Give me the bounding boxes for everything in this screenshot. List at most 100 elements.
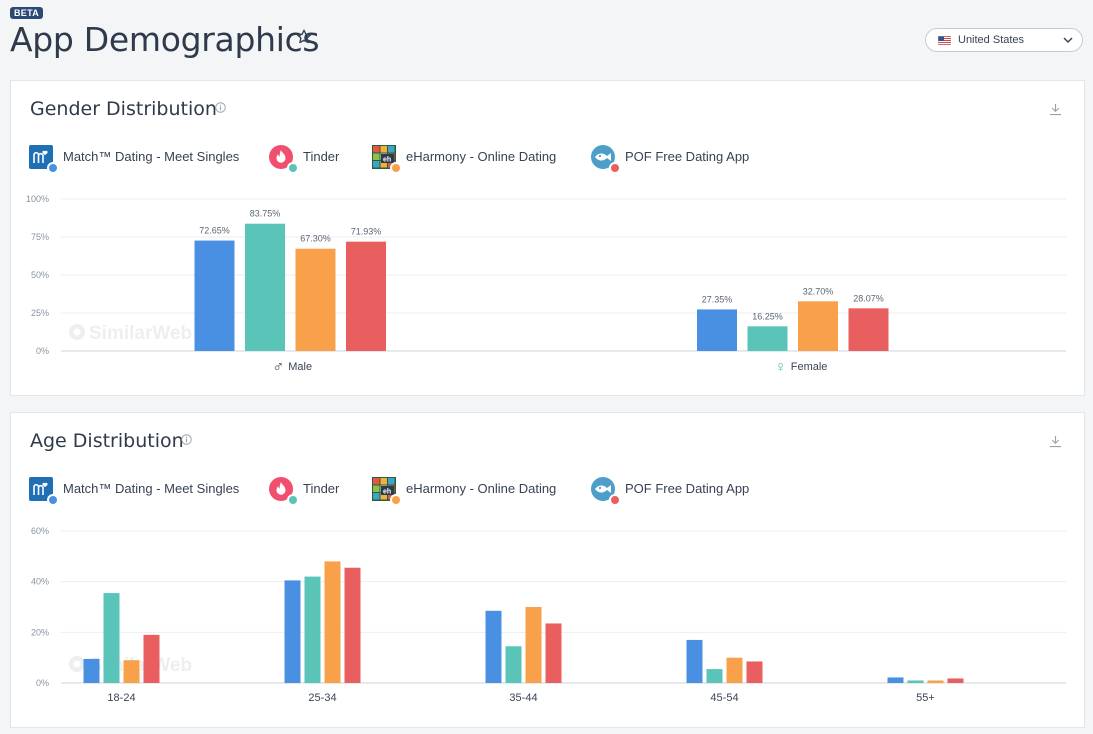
download-icon[interactable]	[1049, 103, 1062, 116]
country-label: United States	[958, 34, 1025, 46]
tinder-app-icon	[269, 477, 293, 501]
beta-badge: BETA	[10, 7, 44, 19]
bar[interactable]	[485, 610, 502, 683]
legend-label: Tinder	[303, 481, 340, 496]
legend-color-dot	[47, 162, 59, 174]
gender-distribution-card: Gender Distribution Match™ Dating - Meet…	[10, 80, 1085, 396]
legend-color-dot	[47, 494, 59, 506]
data-label: 67.30%	[300, 234, 331, 244]
bar[interactable]	[143, 634, 160, 683]
legend-color-dot	[287, 494, 299, 506]
data-label: 83.75%	[250, 209, 281, 219]
male-icon: ♂	[272, 359, 284, 371]
y-tick-label: 50%	[31, 270, 49, 280]
y-tick-label: 75%	[31, 232, 49, 242]
svg-text:45-54: 45-54	[710, 692, 738, 703]
data-label: 28.07%	[853, 293, 884, 303]
bar[interactable]	[706, 669, 723, 683]
age-card-title: Age Distribution	[30, 430, 184, 452]
legend-label: Match™ Dating - Meet Singles	[63, 481, 240, 496]
bar[interactable]	[726, 657, 743, 683]
chevron-down-icon	[1063, 37, 1073, 44]
download-icon[interactable]	[1049, 435, 1062, 448]
legend-color-dot	[390, 162, 402, 174]
star-icon[interactable]	[295, 28, 313, 46]
pof-app-icon	[591, 477, 615, 501]
svg-text:18-24: 18-24	[107, 692, 135, 703]
gender-chart: 0% 25% 50% 75% 100% SimilarWeb 72.65% 83.75% 67.…	[26, 194, 1066, 371]
bar[interactable]	[746, 661, 763, 683]
legend-label: POF Free Dating App	[625, 481, 750, 496]
gender-card-title: Gender Distribution	[30, 98, 217, 120]
legend-label: eHarmony - Online Dating	[406, 481, 557, 496]
bar[interactable]	[83, 658, 100, 683]
bar[interactable]	[848, 308, 889, 351]
svg-text:25-34: 25-34	[308, 692, 336, 703]
legend-color-dot	[609, 494, 621, 506]
y-tick-label: 25%	[31, 308, 49, 318]
svg-text:55+: 55+	[916, 692, 935, 703]
y-tick-label: 40%	[31, 577, 49, 587]
svg-text:SimilarWeb: SimilarWeb	[89, 323, 192, 344]
legend-color-dot	[287, 162, 299, 174]
bar[interactable]	[344, 567, 361, 683]
bar[interactable]	[194, 240, 235, 351]
age-legend: Match™ Dating - Meet Singles Tinder eh eHar…	[29, 475, 789, 506]
age-distribution-card: Age Distribution Match™ Dating - Meet Si…	[10, 412, 1085, 728]
bar[interactable]	[686, 639, 703, 683]
svg-text:Male: Male	[288, 361, 312, 371]
bar[interactable]	[697, 309, 737, 351]
svg-text:35-44: 35-44	[509, 692, 537, 703]
legend-label: Match™ Dating - Meet Singles	[63, 149, 240, 164]
svg-text:eh: eh	[383, 489, 391, 496]
x-tick-label: ♀ Female	[775, 359, 828, 371]
svg-text:Female: Female	[791, 361, 828, 371]
y-tick-label: 0%	[36, 678, 49, 688]
y-tick-label: 20%	[31, 627, 49, 637]
bar[interactable]	[927, 680, 944, 683]
bar[interactable]	[324, 561, 341, 683]
legend-label: Tinder	[303, 149, 340, 164]
legend-label: eHarmony - Online Dating	[406, 149, 557, 164]
bar[interactable]	[103, 593, 120, 683]
data-label: 16.25%	[752, 311, 783, 321]
bar[interactable]	[545, 623, 562, 683]
bar[interactable]	[525, 607, 542, 683]
pof-app-icon	[591, 145, 615, 169]
legend-color-dot	[390, 494, 402, 506]
bar[interactable]	[295, 248, 336, 351]
legend-color-dot	[609, 162, 621, 174]
similarweb-watermark: SimilarWeb	[69, 323, 192, 344]
bar[interactable]	[747, 326, 788, 351]
country-select[interactable]: United States	[925, 28, 1083, 52]
data-label: 32.70%	[803, 286, 834, 296]
x-tick-label: 35-44	[509, 692, 537, 703]
y-tick-label: 100%	[26, 194, 49, 204]
bar[interactable]	[887, 677, 904, 683]
bar[interactable]	[346, 241, 386, 351]
bar[interactable]	[947, 678, 964, 683]
data-label: 72.65%	[199, 226, 230, 236]
x-tick-label: 25-34	[308, 692, 336, 703]
svg-text:eh: eh	[383, 157, 391, 164]
bar[interactable]	[798, 301, 838, 351]
us-flag-icon	[938, 36, 951, 45]
info-icon[interactable]	[181, 434, 192, 445]
data-label: 27.35%	[702, 294, 733, 304]
y-tick-label: 60%	[31, 526, 49, 536]
bar[interactable]	[284, 580, 301, 683]
page-title: App Demographics	[10, 20, 320, 59]
info-icon[interactable]	[215, 102, 226, 113]
bar[interactable]	[304, 576, 321, 683]
x-tick-label: 55+	[916, 692, 935, 703]
y-tick-label: 0%	[36, 346, 49, 356]
match-app-icon	[29, 477, 53, 501]
bar[interactable]	[907, 680, 924, 683]
page-header: BETA App Demographics United States	[10, 6, 1083, 66]
bar[interactable]	[505, 646, 522, 683]
x-tick-label: 45-54	[710, 692, 738, 703]
female-icon: ♀	[775, 359, 787, 371]
bar[interactable]	[123, 660, 140, 683]
bar[interactable]	[245, 223, 285, 351]
